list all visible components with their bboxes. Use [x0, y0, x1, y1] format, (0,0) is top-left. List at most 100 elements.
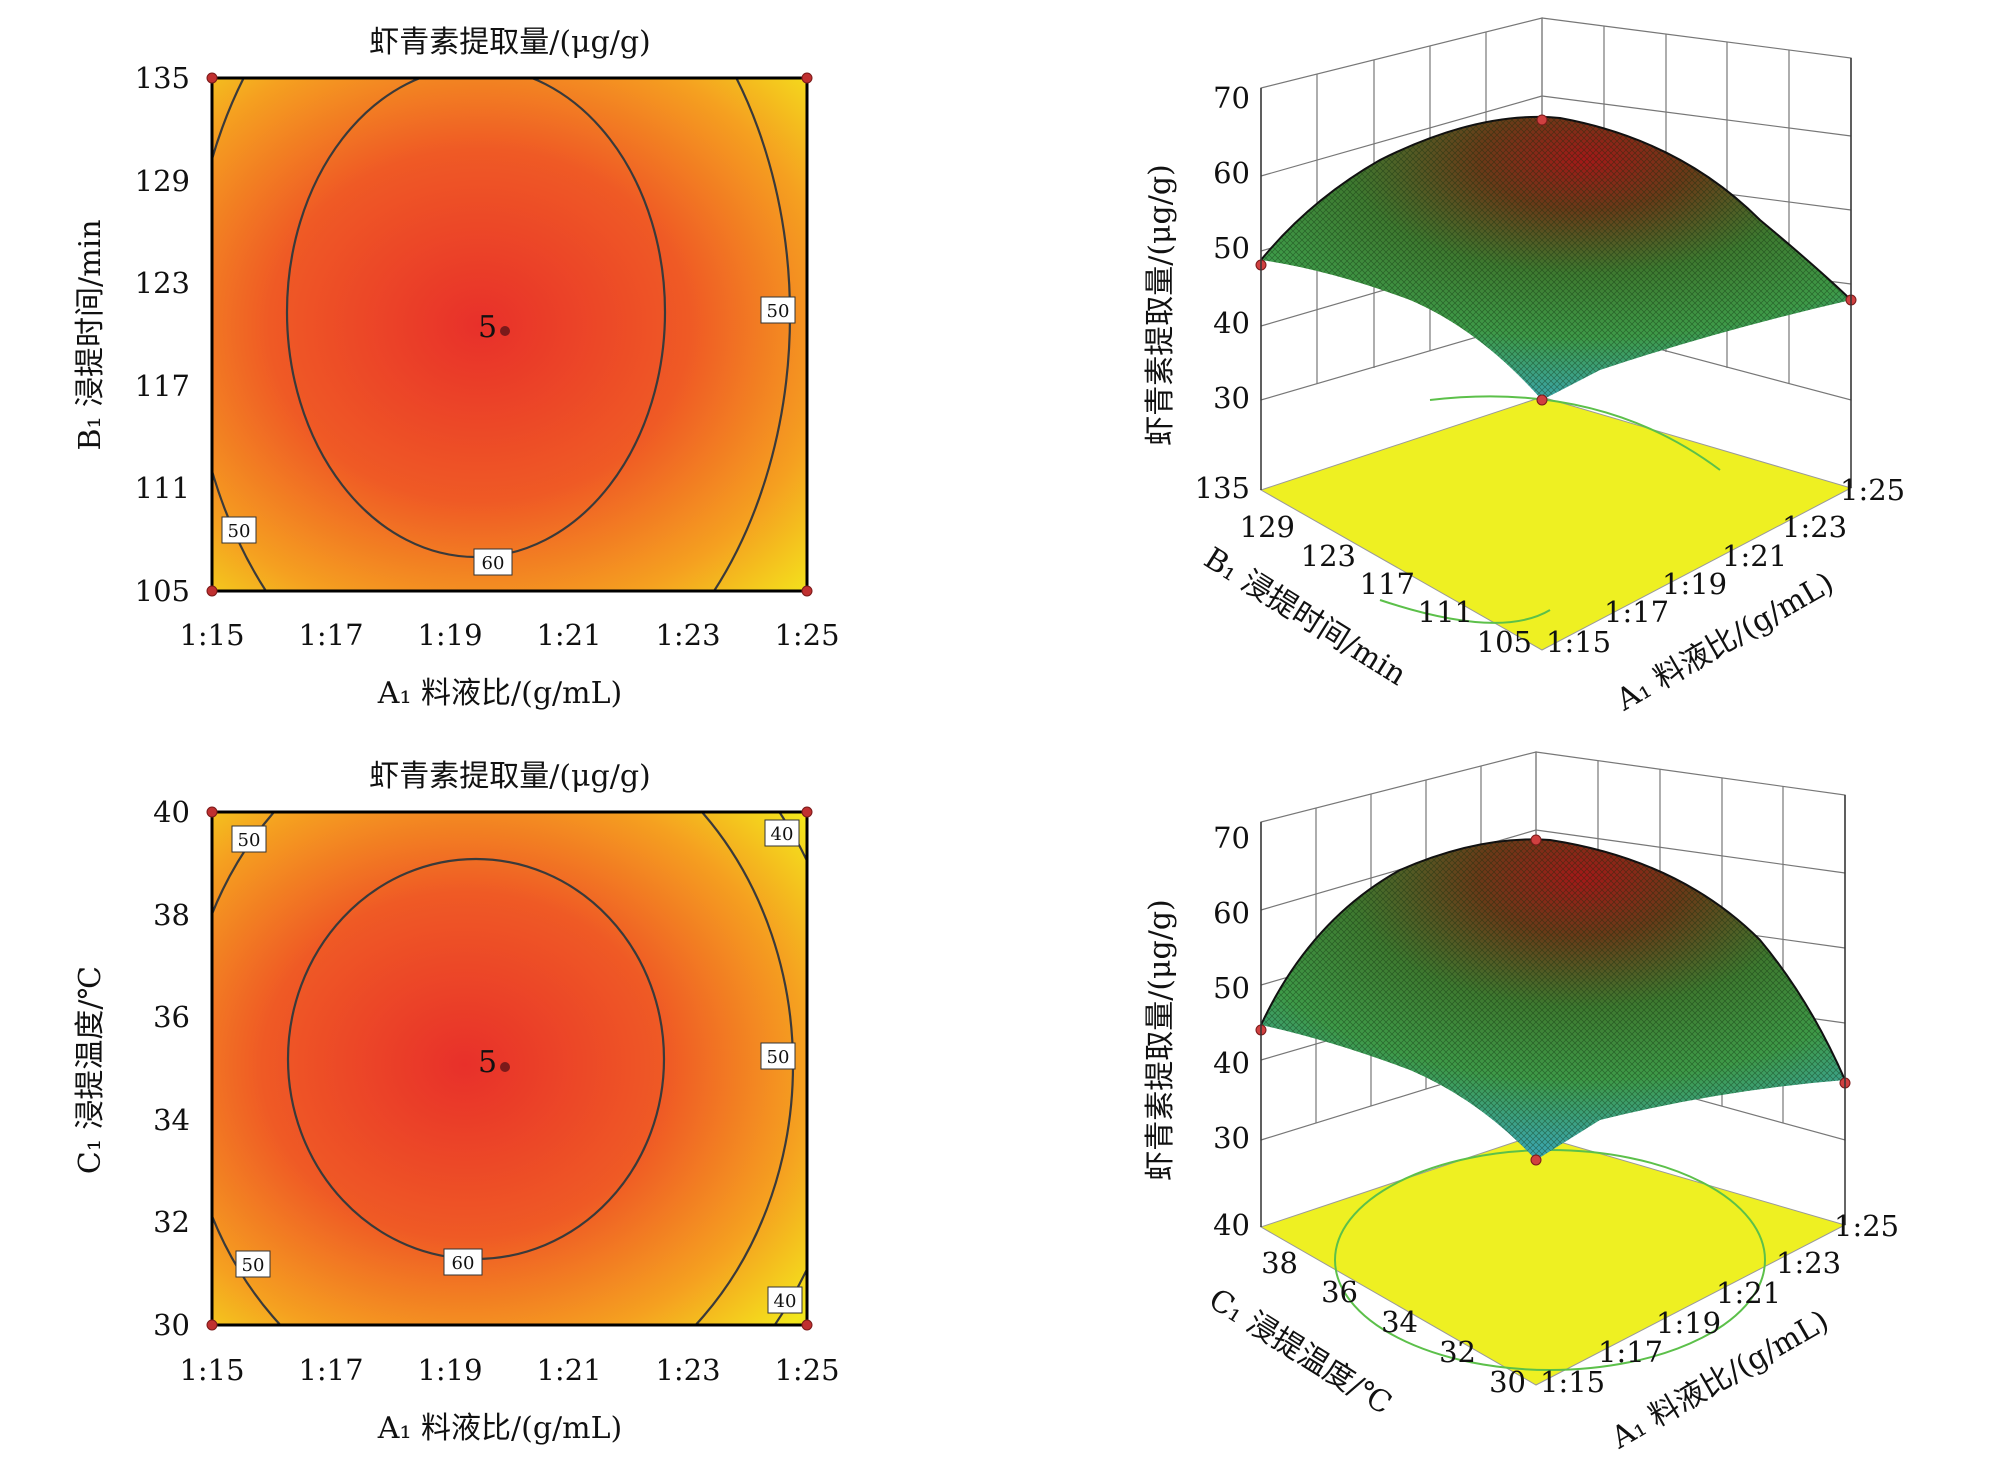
y-tick-label: 30: [153, 1308, 190, 1342]
y-tick-label: 34: [1381, 1305, 1418, 1339]
y-tick-label: 32: [153, 1205, 190, 1239]
contour-plot-a1-c1: 虾青素提取量/(μg/g) 50 40 50 60 50 40 5 1:15 1…: [73, 759, 840, 1446]
y-ticks: 30 32 34 36 38 40: [153, 795, 190, 1342]
z-tick-label: 50: [1213, 971, 1250, 1005]
x-ticks: 1:15 1:17 1:19 1:21 1:23 1:25: [1540, 1209, 1899, 1399]
x-tick-label: 1:17: [1598, 1335, 1663, 1369]
surface-points: [1255, 834, 1851, 1166]
corner-points: [206, 806, 813, 1331]
z-tick-label: 30: [1213, 1121, 1250, 1155]
y-tick-label: 117: [1360, 567, 1415, 601]
y-ticks: 40 38 36 34 32 30: [1213, 1208, 1526, 1399]
x-tick-label: 1:15: [1546, 625, 1611, 659]
svg-text:5: 5: [478, 1045, 497, 1080]
y-tick-label: 111: [1418, 595, 1473, 629]
contour-label: 50: [242, 1255, 265, 1276]
x-tick-label: 1:25: [1840, 473, 1905, 507]
contour-label: 50: [238, 830, 261, 851]
x-tick-label: 1:17: [1604, 595, 1669, 629]
contour-labels: 50 40 50 60 50 40: [231, 819, 803, 1314]
z-tick-label: 60: [1213, 156, 1250, 190]
x-tick-label: 1:15: [179, 618, 244, 652]
z-axis-label: 虾青素提取量/(μg/g): [1143, 899, 1178, 1181]
y-tick-label: 135: [1195, 471, 1250, 505]
x-tick-label: 1:17: [298, 618, 363, 652]
x-axis-label: A₁ 料液比/(g/mL): [377, 676, 622, 711]
x-tick-label: 1:15: [1540, 1365, 1605, 1399]
x-ticks: 1:15 1:17 1:19 1:21 1:23 1:25: [179, 618, 839, 652]
response-surface: [1260, 115, 1852, 401]
y-ticks: 105 111 117 123 129 135: [135, 61, 190, 608]
x-tick-label: 1:23: [1776, 1246, 1841, 1280]
z-ticks: 30 40 50 60 70: [1213, 821, 1250, 1155]
x-tick-label: 1:25: [774, 1353, 839, 1387]
contour-title: 虾青素提取量/(μg/g): [369, 25, 651, 60]
x-tick-label: 1:19: [417, 1353, 482, 1387]
y-tick-label: 40: [1213, 1208, 1250, 1242]
contour-plot-area: [212, 78, 807, 591]
contour-label: 50: [767, 301, 790, 322]
z-tick-label: 50: [1213, 231, 1250, 265]
x-tick-label: 1:21: [536, 618, 601, 652]
y-tick-label: 111: [135, 471, 190, 505]
plot-frame: [210, 76, 809, 593]
z-ticks: 30 40 50 60 70: [1213, 81, 1250, 415]
y-tick-label: 30: [1489, 1365, 1526, 1399]
center-point: 5: [478, 310, 510, 345]
floor-contour: [1379, 395, 1721, 624]
y-tick-label: 38: [1261, 1246, 1298, 1280]
y-tick-label: 105: [135, 574, 190, 608]
plot-frame: [210, 810, 809, 1327]
z-tick-label: 60: [1213, 896, 1250, 930]
contour-label: 50: [228, 521, 251, 542]
surface-plot-a1-b1: 30 40 50 60 70 135 129 123 117 111 105 1…: [1143, 17, 1905, 719]
front-edges: [1260, 795, 1846, 1227]
x-tick-label: 1:21: [1716, 1276, 1781, 1310]
x-axis-label: A₁ 料液比/(g/mL): [377, 1411, 622, 1446]
response-surface: [1260, 838, 1846, 1160]
z-tick-label: 40: [1213, 306, 1250, 340]
x-tick-label: 1:19: [1662, 567, 1727, 601]
z-tick-label: 30: [1213, 381, 1250, 415]
contour-label: 40: [771, 824, 794, 845]
x-tick-label: 1:21: [1722, 539, 1787, 573]
y-tick-label: 38: [153, 898, 190, 932]
x-tick-label: 1:23: [655, 618, 720, 652]
y-axis-label: B₁ 浸提时间/min: [73, 219, 108, 450]
y-tick-label: 129: [1240, 510, 1295, 544]
y-tick-label: 123: [135, 266, 190, 300]
y-tick-label: 32: [1439, 1335, 1476, 1369]
contour-plot-a1-b1: 虾青素提取量/(μg/g) 60 50 50 5 1:15 1:17 1:19 …: [73, 25, 840, 711]
y-tick-label: 135: [135, 61, 190, 95]
y-tick-label: 36: [153, 1000, 190, 1034]
y-tick-label: 34: [153, 1103, 190, 1137]
corner-points: [206, 72, 813, 597]
y-tick-label: 40: [153, 795, 190, 829]
contour-label: 50: [767, 1047, 790, 1068]
x-tick-label: 1:25: [774, 618, 839, 652]
x-tick-label: 1:19: [417, 618, 482, 652]
x-tick-label: 1:23: [1782, 510, 1847, 544]
y-tick-label: 105: [1477, 625, 1532, 659]
x-tick-label: 1:19: [1656, 1306, 1721, 1340]
y-tick-label: 36: [1321, 1275, 1358, 1309]
x-tick-label: 1:23: [655, 1353, 720, 1387]
x-tick-label: 1:21: [536, 1353, 601, 1387]
contour-label: 40: [774, 1291, 797, 1312]
y-tick-label: 123: [1301, 539, 1356, 573]
z-tick-label: 70: [1213, 821, 1250, 855]
contour-label: 60: [452, 1253, 475, 1274]
y-tick-label: 117: [135, 369, 190, 403]
x-ticks: 1:15 1:17 1:19 1:21 1:23 1:25: [179, 1353, 839, 1387]
y-axis-label: C₁ 浸提温度/℃: [1202, 1282, 1397, 1422]
z-axis-label: 虾青素提取量/(μg/g): [1143, 164, 1178, 446]
x-tick-label: 1:25: [1834, 1209, 1899, 1243]
front-edges: [1260, 58, 1852, 490]
x-ticks: 1:15 1:17 1:19 1:21 1:23 1:25: [1546, 473, 1905, 659]
y-ticks: 135 129 123 117 111 105: [1195, 471, 1532, 659]
surface-plot-a1-c1: 30 40 50 60 70 40 38 36 34 32 30 1:15 1:…: [1143, 751, 1899, 1457]
center-point: 5: [478, 1045, 510, 1080]
z-tick-label: 70: [1213, 81, 1250, 115]
y-axis-label: C₁ 浸提温度/℃: [73, 966, 108, 1174]
x-tick-label: 1:17: [298, 1353, 363, 1387]
